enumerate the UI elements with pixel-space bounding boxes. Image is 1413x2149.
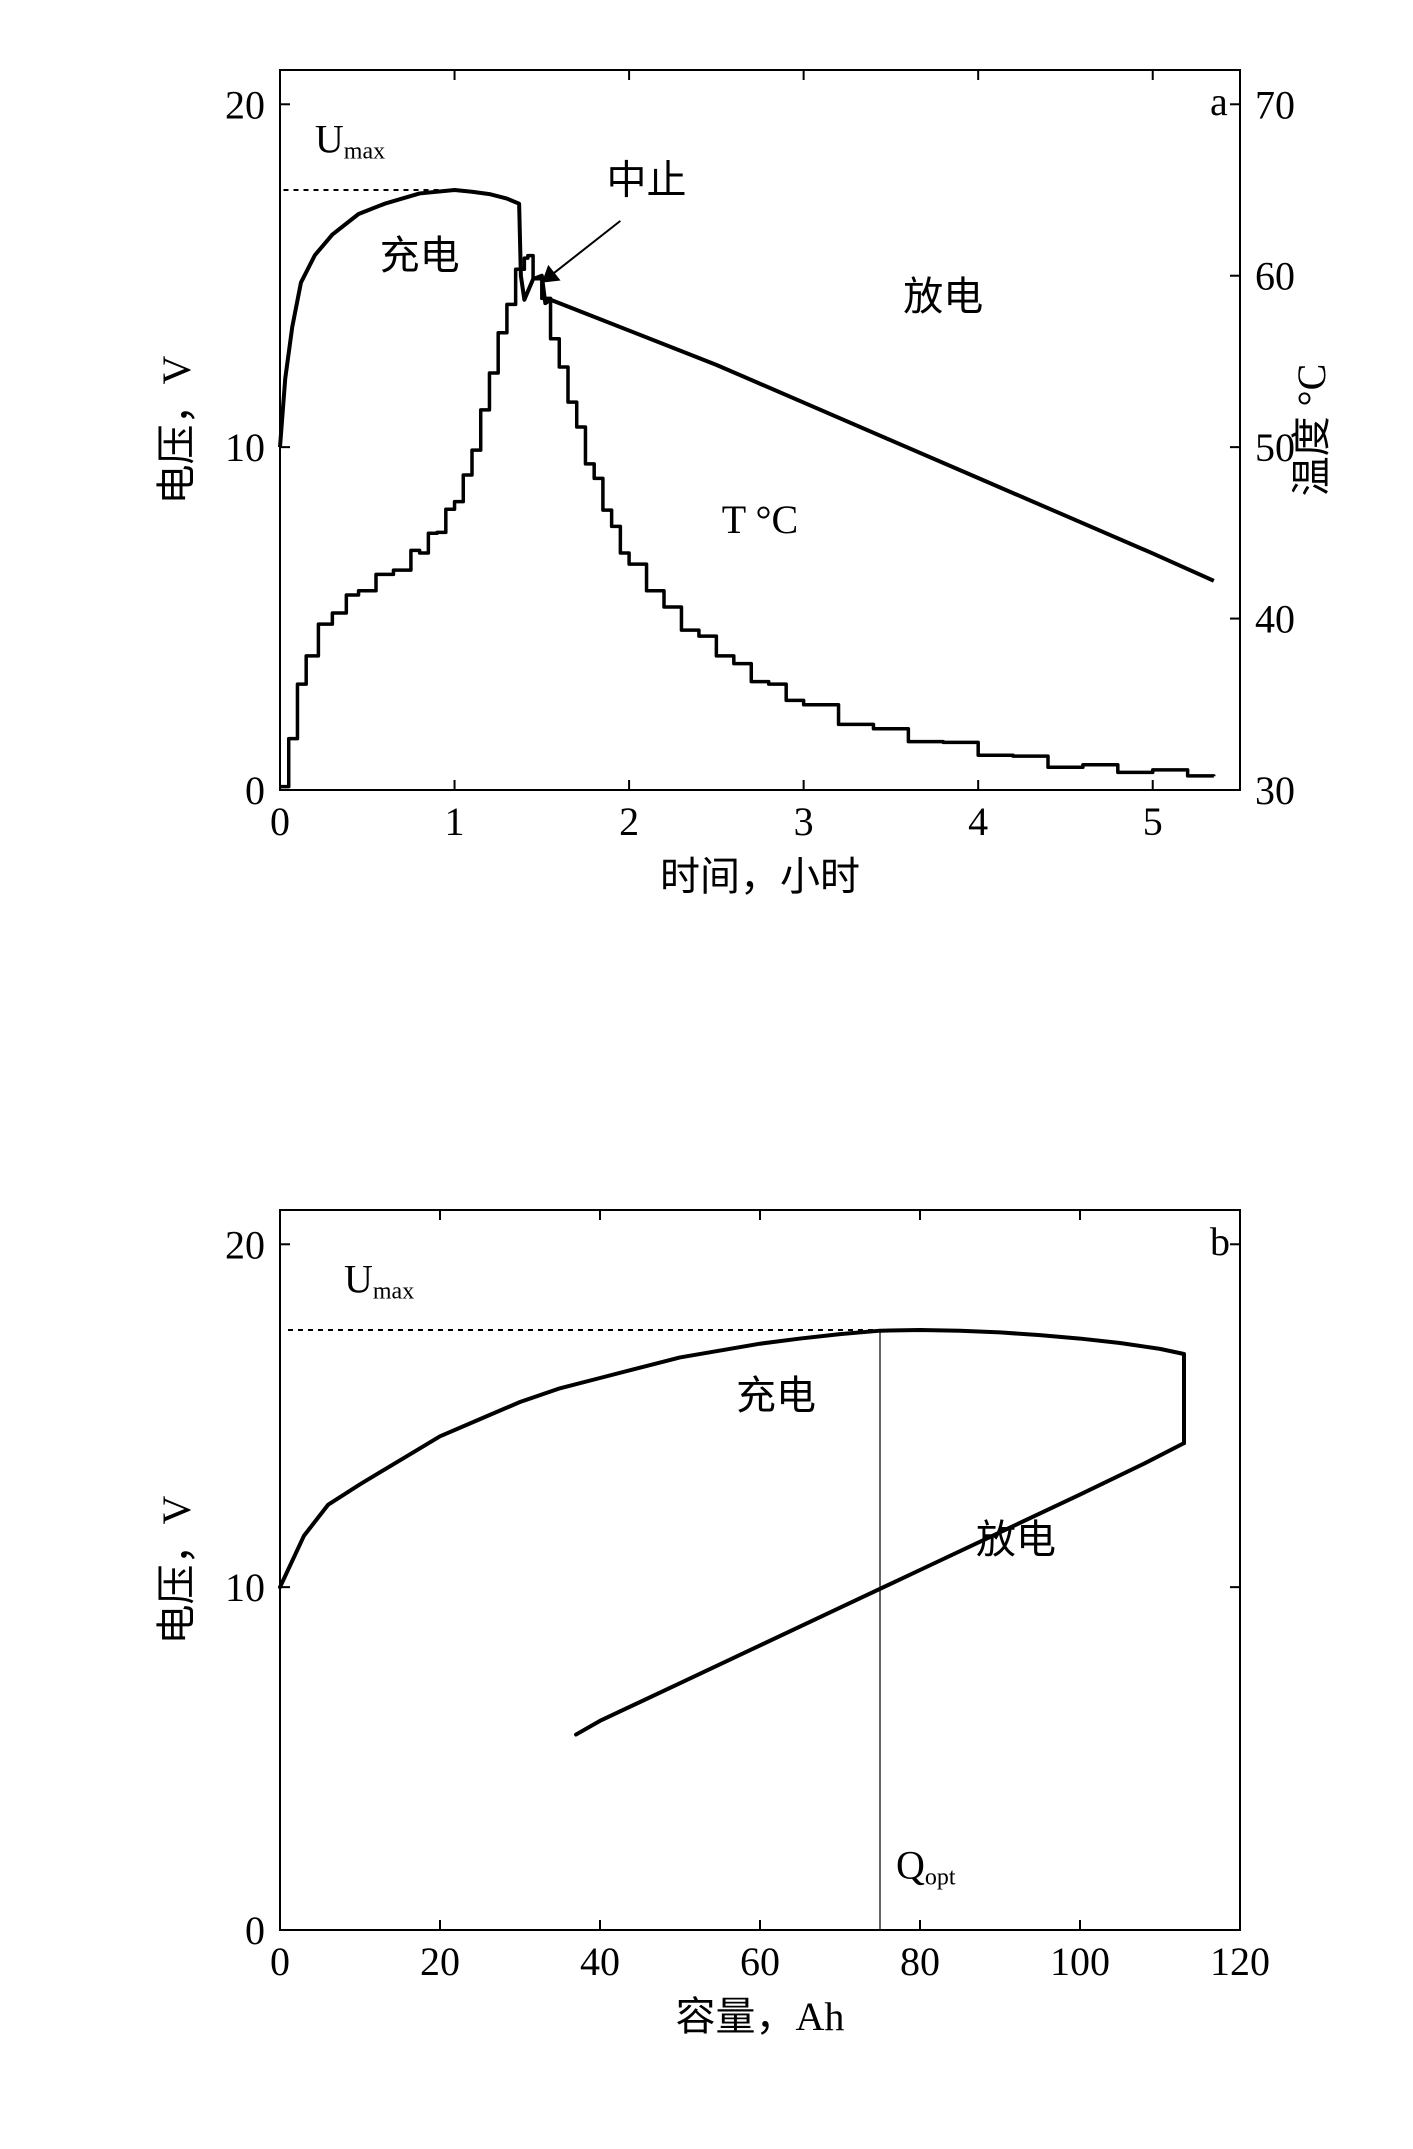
svg-text:70: 70 bbox=[1255, 82, 1295, 127]
svg-text:充电: 充电 bbox=[736, 1373, 816, 1418]
svg-text:1: 1 bbox=[445, 799, 465, 844]
svg-text:Umax: Umax bbox=[344, 1256, 414, 1304]
chart-a: 012345时间，小时01020电压，V3040506070温度 °CUmaxa… bbox=[140, 40, 1330, 910]
chart-a-svg: 012345时间，小时01020电压，V3040506070温度 °CUmaxa… bbox=[140, 40, 1330, 910]
svg-text:放电: 放电 bbox=[976, 1517, 1056, 1562]
svg-text:80: 80 bbox=[900, 1939, 940, 1984]
svg-text:4: 4 bbox=[968, 799, 988, 844]
svg-text:20: 20 bbox=[420, 1939, 460, 1984]
svg-text:充电: 充电 bbox=[380, 233, 460, 278]
svg-text:2: 2 bbox=[619, 799, 639, 844]
svg-text:放电: 放电 bbox=[903, 274, 983, 319]
chart-b: 0 20 40 60 80 100 120 容量，Ah 0 10 20 电压，V Umax Qopt b 充电… bbox=[140, 1180, 1330, 2050]
svg-text:电压，V: 电压，V bbox=[154, 355, 199, 504]
svg-text:120: 120 bbox=[1210, 1939, 1270, 1984]
svg-text:100: 100 bbox=[1050, 1939, 1110, 1984]
svg-text:0: 0 bbox=[245, 768, 265, 813]
svg-text:20: 20 bbox=[225, 82, 265, 127]
svg-text:容量，Ah: 容量，Ah bbox=[676, 1994, 845, 2039]
svg-text:5: 5 bbox=[1143, 799, 1163, 844]
svg-text:40: 40 bbox=[580, 1939, 620, 1984]
svg-text:40: 40 bbox=[1255, 597, 1295, 642]
svg-text:a: a bbox=[1210, 79, 1228, 124]
svg-text:0: 0 bbox=[245, 1908, 265, 1953]
svg-text:中止: 中止 bbox=[607, 157, 687, 202]
svg-text:60: 60 bbox=[740, 1939, 780, 1984]
svg-text:20: 20 bbox=[225, 1222, 265, 1267]
svg-text:0: 0 bbox=[270, 1939, 290, 1984]
svg-text:0: 0 bbox=[270, 799, 290, 844]
svg-text:电压，V: 电压，V bbox=[154, 1495, 199, 1644]
svg-text:3: 3 bbox=[794, 799, 814, 844]
svg-text:Qopt: Qopt bbox=[896, 1843, 956, 1891]
svg-text:T °C: T °C bbox=[722, 497, 798, 542]
svg-text:时间，小时: 时间，小时 bbox=[660, 854, 860, 899]
svg-text:60: 60 bbox=[1255, 254, 1295, 299]
svg-text:10: 10 bbox=[225, 1565, 265, 1610]
svg-text:温度 °C: 温度 °C bbox=[1289, 364, 1330, 497]
svg-text:10: 10 bbox=[225, 425, 265, 470]
page: 012345时间，小时01020电压，V3040506070温度 °CUmaxa… bbox=[0, 0, 1413, 2149]
svg-text:b: b bbox=[1210, 1219, 1230, 1264]
chart-b-svg: 0 20 40 60 80 100 120 容量，Ah 0 10 20 电压，V Umax Qopt b 充电… bbox=[140, 1180, 1330, 2050]
svg-text:Umax: Umax bbox=[315, 116, 385, 164]
svg-text:30: 30 bbox=[1255, 768, 1295, 813]
